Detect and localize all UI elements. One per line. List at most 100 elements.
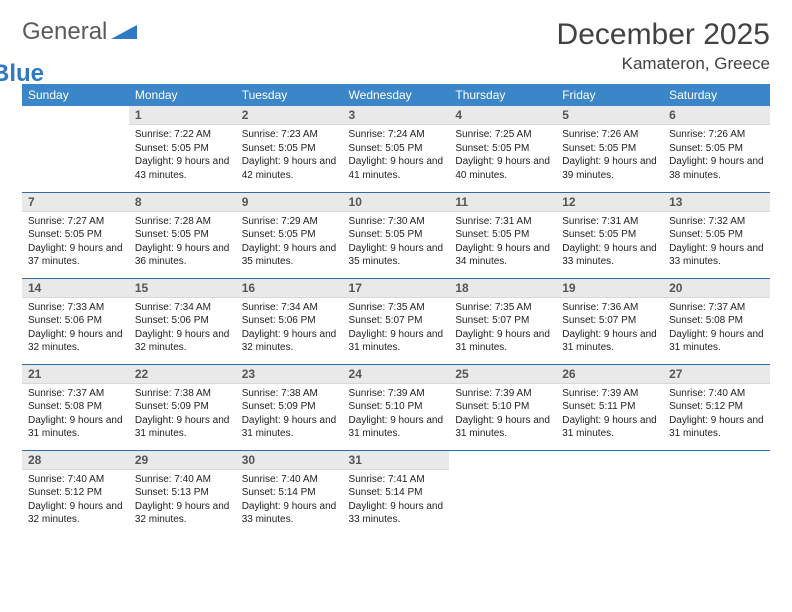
day-details: Sunrise: 7:30 AMSunset: 5:05 PMDaylight:… — [343, 212, 450, 273]
day-number: 31 — [343, 451, 450, 470]
day-number: 2 — [236, 106, 343, 125]
day-number: 8 — [129, 193, 236, 212]
day-number: 17 — [343, 279, 450, 298]
day-details: Sunrise: 7:39 AMSunset: 5:11 PMDaylight:… — [556, 384, 663, 445]
day-details: Sunrise: 7:35 AMSunset: 5:07 PMDaylight:… — [449, 298, 556, 359]
calendar-cell: 20Sunrise: 7:37 AMSunset: 5:08 PMDayligh… — [663, 278, 770, 364]
day-number: 11 — [449, 193, 556, 212]
day-details: Sunrise: 7:22 AMSunset: 5:05 PMDaylight:… — [129, 125, 236, 186]
calendar-cell: 7Sunrise: 7:27 AMSunset: 5:05 PMDaylight… — [22, 192, 129, 278]
day-details: Sunrise: 7:36 AMSunset: 5:07 PMDaylight:… — [556, 298, 663, 359]
day-number: 29 — [129, 451, 236, 470]
day-number-empty — [22, 106, 129, 124]
calendar-cell: 17Sunrise: 7:35 AMSunset: 5:07 PMDayligh… — [343, 278, 450, 364]
logo: General Blue — [22, 18, 137, 74]
day-number: 26 — [556, 365, 663, 384]
calendar-cell: 19Sunrise: 7:36 AMSunset: 5:07 PMDayligh… — [556, 278, 663, 364]
calendar-cell — [449, 450, 556, 536]
calendar-cell: 30Sunrise: 7:40 AMSunset: 5:14 PMDayligh… — [236, 450, 343, 536]
day-number: 10 — [343, 193, 450, 212]
day-number: 23 — [236, 365, 343, 384]
day-details: Sunrise: 7:24 AMSunset: 5:05 PMDaylight:… — [343, 125, 450, 186]
day-details: Sunrise: 7:25 AMSunset: 5:05 PMDaylight:… — [449, 125, 556, 186]
calendar-cell: 26Sunrise: 7:39 AMSunset: 5:11 PMDayligh… — [556, 364, 663, 450]
calendar-cell: 22Sunrise: 7:38 AMSunset: 5:09 PMDayligh… — [129, 364, 236, 450]
day-details: Sunrise: 7:40 AMSunset: 5:12 PMDaylight:… — [22, 470, 129, 531]
day-number: 1 — [129, 106, 236, 125]
day-number: 14 — [22, 279, 129, 298]
calendar-cell: 25Sunrise: 7:39 AMSunset: 5:10 PMDayligh… — [449, 364, 556, 450]
day-number: 16 — [236, 279, 343, 298]
calendar-cell: 1Sunrise: 7:22 AMSunset: 5:05 PMDaylight… — [129, 106, 236, 192]
day-details: Sunrise: 7:40 AMSunset: 5:13 PMDaylight:… — [129, 470, 236, 531]
day-number: 15 — [129, 279, 236, 298]
calendar-head: SundayMondayTuesdayWednesdayThursdayFrid… — [22, 84, 770, 106]
calendar-cell — [556, 450, 663, 536]
calendar-cell: 4Sunrise: 7:25 AMSunset: 5:05 PMDaylight… — [449, 106, 556, 192]
location: Kamateron, Greece — [557, 54, 770, 74]
calendar-cell: 5Sunrise: 7:26 AMSunset: 5:05 PMDaylight… — [556, 106, 663, 192]
calendar-cell: 27Sunrise: 7:40 AMSunset: 5:12 PMDayligh… — [663, 364, 770, 450]
calendar-cell — [22, 106, 129, 192]
day-details: Sunrise: 7:39 AMSunset: 5:10 PMDaylight:… — [449, 384, 556, 445]
calendar-cell: 16Sunrise: 7:34 AMSunset: 5:06 PMDayligh… — [236, 278, 343, 364]
day-number: 18 — [449, 279, 556, 298]
day-details: Sunrise: 7:34 AMSunset: 5:06 PMDaylight:… — [236, 298, 343, 359]
calendar-cell: 10Sunrise: 7:30 AMSunset: 5:05 PMDayligh… — [343, 192, 450, 278]
day-details: Sunrise: 7:35 AMSunset: 5:07 PMDaylight:… — [343, 298, 450, 359]
day-number: 27 — [663, 365, 770, 384]
day-number: 24 — [343, 365, 450, 384]
day-number: 9 — [236, 193, 343, 212]
day-number: 13 — [663, 193, 770, 212]
day-number: 7 — [22, 193, 129, 212]
day-number: 20 — [663, 279, 770, 298]
calendar-table: SundayMondayTuesdayWednesdayThursdayFrid… — [22, 84, 770, 536]
weekday-header: Friday — [556, 84, 663, 106]
calendar-cell: 8Sunrise: 7:28 AMSunset: 5:05 PMDaylight… — [129, 192, 236, 278]
month-title: December 2025 — [557, 18, 770, 52]
calendar-cell: 9Sunrise: 7:29 AMSunset: 5:05 PMDaylight… — [236, 192, 343, 278]
day-details: Sunrise: 7:31 AMSunset: 5:05 PMDaylight:… — [449, 212, 556, 273]
calendar-cell — [663, 450, 770, 536]
day-number: 21 — [22, 365, 129, 384]
calendar-cell: 23Sunrise: 7:38 AMSunset: 5:09 PMDayligh… — [236, 364, 343, 450]
day-number: 19 — [556, 279, 663, 298]
day-details: Sunrise: 7:40 AMSunset: 5:14 PMDaylight:… — [236, 470, 343, 531]
calendar-body: 1Sunrise: 7:22 AMSunset: 5:05 PMDaylight… — [22, 106, 770, 536]
calendar-cell: 28Sunrise: 7:40 AMSunset: 5:12 PMDayligh… — [22, 450, 129, 536]
day-number: 12 — [556, 193, 663, 212]
weekday-header: Wednesday — [343, 84, 450, 106]
weekday-header: Sunday — [22, 84, 129, 106]
day-details: Sunrise: 7:38 AMSunset: 5:09 PMDaylight:… — [236, 384, 343, 445]
title-block: December 2025 Kamateron, Greece — [557, 18, 770, 74]
calendar-cell: 18Sunrise: 7:35 AMSunset: 5:07 PMDayligh… — [449, 278, 556, 364]
day-details: Sunrise: 7:34 AMSunset: 5:06 PMDaylight:… — [129, 298, 236, 359]
day-details: Sunrise: 7:28 AMSunset: 5:05 PMDaylight:… — [129, 212, 236, 273]
calendar-cell: 14Sunrise: 7:33 AMSunset: 5:06 PMDayligh… — [22, 278, 129, 364]
logo-text-blue: Blue — [0, 60, 44, 87]
day-details: Sunrise: 7:23 AMSunset: 5:05 PMDaylight:… — [236, 125, 343, 186]
day-number: 3 — [343, 106, 450, 125]
logo-text-general: General — [22, 18, 107, 45]
day-details: Sunrise: 7:39 AMSunset: 5:10 PMDaylight:… — [343, 384, 450, 445]
day-number: 5 — [556, 106, 663, 125]
day-number: 4 — [449, 106, 556, 125]
day-number: 22 — [129, 365, 236, 384]
calendar-cell: 3Sunrise: 7:24 AMSunset: 5:05 PMDaylight… — [343, 106, 450, 192]
day-details: Sunrise: 7:40 AMSunset: 5:12 PMDaylight:… — [663, 384, 770, 445]
day-number: 6 — [663, 106, 770, 125]
calendar-cell: 24Sunrise: 7:39 AMSunset: 5:10 PMDayligh… — [343, 364, 450, 450]
day-details: Sunrise: 7:33 AMSunset: 5:06 PMDaylight:… — [22, 298, 129, 359]
calendar-cell: 13Sunrise: 7:32 AMSunset: 5:05 PMDayligh… — [663, 192, 770, 278]
calendar-cell: 31Sunrise: 7:41 AMSunset: 5:14 PMDayligh… — [343, 450, 450, 536]
day-details: Sunrise: 7:38 AMSunset: 5:09 PMDaylight:… — [129, 384, 236, 445]
calendar-cell: 6Sunrise: 7:26 AMSunset: 5:05 PMDaylight… — [663, 106, 770, 192]
calendar-cell: 12Sunrise: 7:31 AMSunset: 5:05 PMDayligh… — [556, 192, 663, 278]
weekday-header: Thursday — [449, 84, 556, 106]
day-number: 25 — [449, 365, 556, 384]
logo-triangle-icon — [111, 18, 137, 46]
day-details: Sunrise: 7:32 AMSunset: 5:05 PMDaylight:… — [663, 212, 770, 273]
day-details: Sunrise: 7:41 AMSunset: 5:14 PMDaylight:… — [343, 470, 450, 531]
day-details: Sunrise: 7:29 AMSunset: 5:05 PMDaylight:… — [236, 212, 343, 273]
header: General Blue December 2025 Kamateron, Gr… — [22, 18, 770, 74]
